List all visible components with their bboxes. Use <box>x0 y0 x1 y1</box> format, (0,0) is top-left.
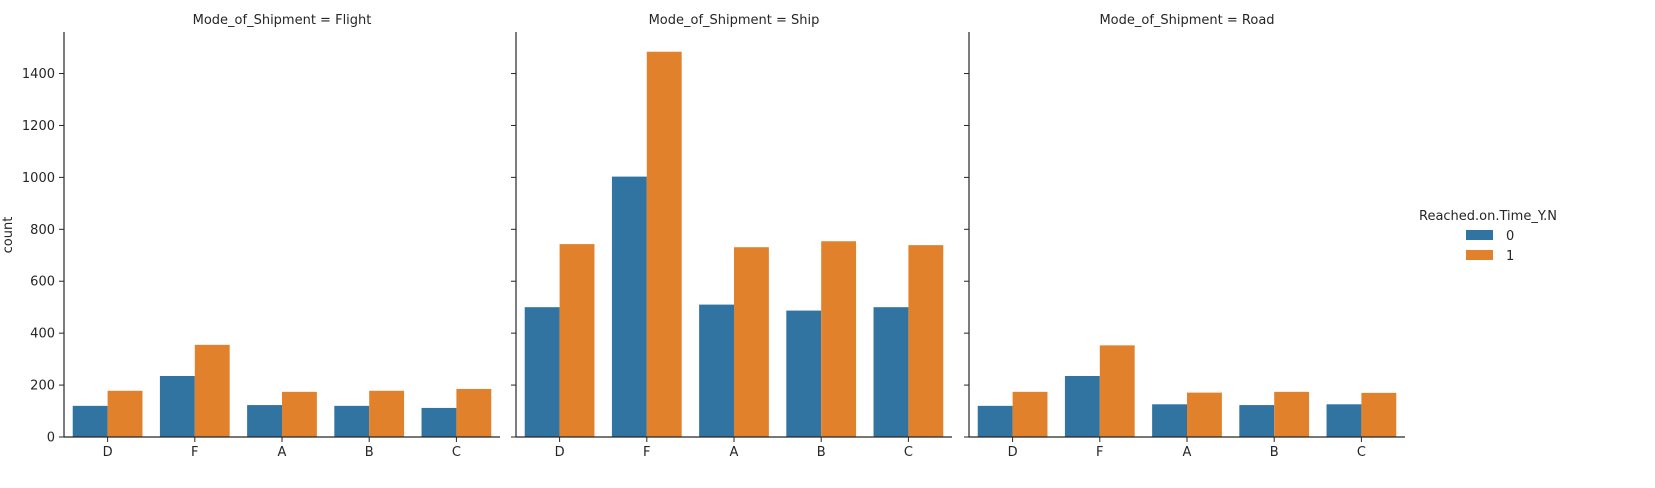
bar-D-series-1 <box>1012 391 1048 437</box>
x-tick-label: C <box>1357 445 1366 460</box>
bar-F-series-0 <box>1064 375 1100 437</box>
x-tick-label: B <box>817 445 826 460</box>
bar-A-series-0 <box>247 405 282 437</box>
bar-C-series-1 <box>908 245 944 437</box>
x-tick-label: F <box>1096 445 1103 460</box>
bar-B-series-1 <box>1274 391 1310 437</box>
bar-B-series-0 <box>1239 405 1275 437</box>
bar-C-series-1 <box>1361 392 1397 437</box>
bar-A-series-1 <box>734 247 769 437</box>
x-tick-label: D <box>1008 445 1018 460</box>
bar-F-series-0 <box>611 176 647 438</box>
y-tick-label: 1200 <box>22 119 55 134</box>
bar-B-series-1 <box>369 390 405 437</box>
bar-F-series-1 <box>1099 345 1135 437</box>
bar-F-series-1 <box>194 344 230 437</box>
x-tick-label: D <box>103 445 113 460</box>
x-tick-label: A <box>1183 445 1192 460</box>
bar-B-series-0 <box>334 405 370 437</box>
x-tick-label: D <box>555 445 565 460</box>
y-tick-label: 600 <box>30 275 55 290</box>
bar-D-series-0 <box>72 405 108 437</box>
bar-C-series-1 <box>456 388 492 437</box>
panel-title: Mode_of_Shipment = Flight <box>193 13 372 28</box>
bar-B-series-0 <box>786 310 822 437</box>
legend-label-1: 1 <box>1506 249 1514 264</box>
panels-layer: Mode_of_Shipment = Flight D F A B C 0 200 400 600… <box>22 13 1405 460</box>
legend-label-0: 0 <box>1506 229 1514 244</box>
x-tick-label: B <box>365 445 374 460</box>
y-tick-label: 400 <box>30 327 55 342</box>
bar-D-series-0 <box>977 405 1013 437</box>
y-tick-label: 200 <box>30 379 55 394</box>
bar-F-series-0 <box>159 375 195 437</box>
legend-swatch-0 <box>1466 230 1493 240</box>
bar-C-series-0 <box>873 307 909 437</box>
legend-swatch-1 <box>1466 250 1493 260</box>
bar-D-series-0 <box>524 307 560 437</box>
legend-title: Reached.on.Time_Y.N <box>1419 209 1557 224</box>
y-tick-label: 1400 <box>22 67 55 82</box>
bar-A-series-0 <box>699 304 734 437</box>
bar-C-series-0 <box>421 407 457 437</box>
x-tick-label: C <box>904 445 913 460</box>
x-tick-label: F <box>643 445 650 460</box>
bar-F-series-1 <box>646 51 682 437</box>
bar-D-series-1 <box>107 390 143 437</box>
bar-A-series-0 <box>1152 404 1187 437</box>
y-tick-label: 800 <box>30 223 55 238</box>
y-axis-label: count <box>1 217 16 254</box>
legend: Reached.on.Time_Y.N 0 1 <box>1419 209 1557 264</box>
x-tick-label: A <box>278 445 287 460</box>
x-tick-label: A <box>730 445 739 460</box>
bar-A-series-1 <box>282 391 317 437</box>
x-tick-label: B <box>1270 445 1279 460</box>
panel-3: Mode_of_Shipment = Road D F A B C <box>964 13 1405 460</box>
bar-D-series-1 <box>559 244 595 437</box>
bar-A-series-1 <box>1187 392 1222 437</box>
x-tick-label: C <box>452 445 461 460</box>
panel-title: Mode_of_Shipment = Ship <box>649 13 820 28</box>
x-tick-label: F <box>191 445 198 460</box>
bar-C-series-0 <box>1326 404 1362 437</box>
y-tick-label: 1000 <box>22 171 55 186</box>
bar-B-series-1 <box>821 241 857 437</box>
y-tick-label: 0 <box>47 431 55 446</box>
panel-title: Mode_of_Shipment = Road <box>1099 13 1274 28</box>
panel-2: Mode_of_Shipment = Ship D F A B C <box>511 13 952 460</box>
panel-1: Mode_of_Shipment = Flight D F A B C 0 200 400 600… <box>22 13 500 460</box>
